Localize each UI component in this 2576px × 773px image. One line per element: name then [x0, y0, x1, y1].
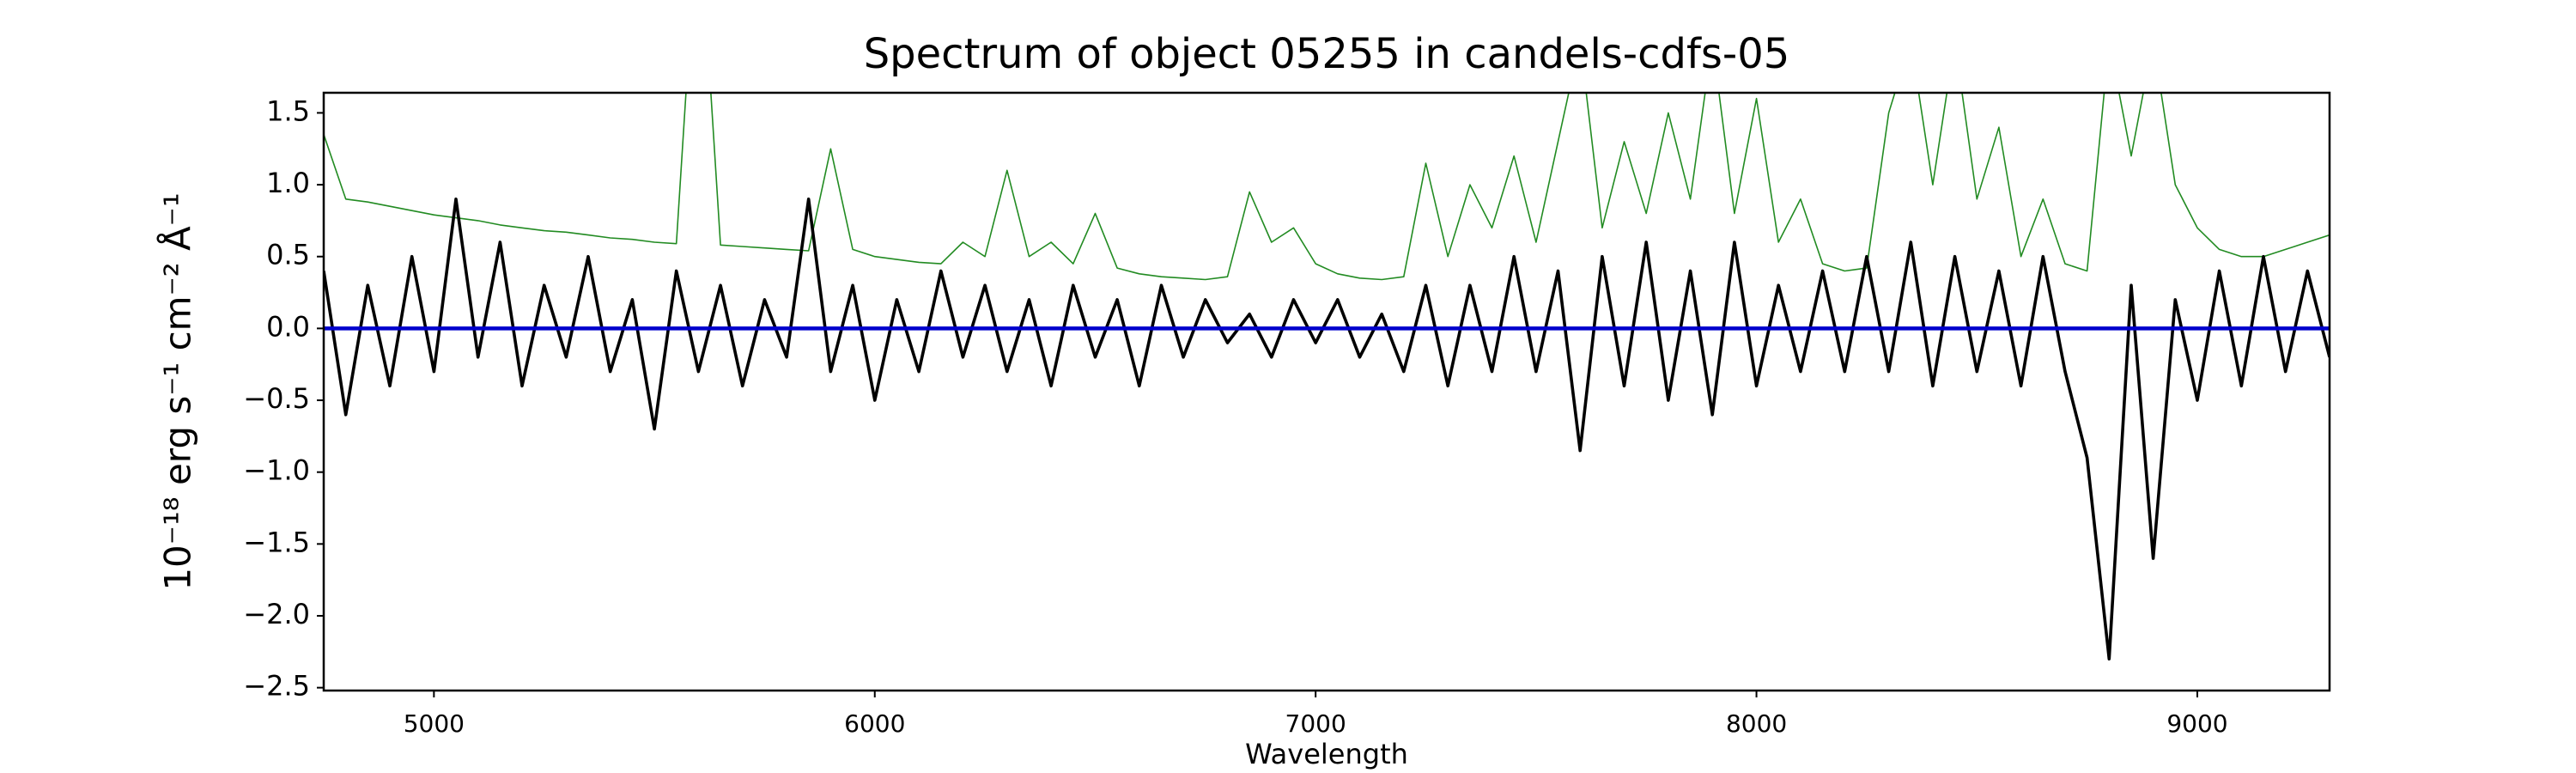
y-tick-label: −0.5 [243, 382, 310, 415]
spectrum-line [324, 198, 2330, 660]
y-tick-label: −2.5 [243, 670, 310, 703]
y-tick-label: 0.0 [266, 310, 310, 343]
y-tick-label: −1.0 [243, 454, 310, 487]
y-tick-label: 1.5 [266, 94, 310, 127]
x-tick-label: 7000 [1285, 709, 1346, 738]
y-tick-label: −2.0 [243, 598, 310, 630]
x-axis-label: Wavelength [1245, 738, 1408, 770]
chart-title: Spectrum of object 05255 in candels-cdfs… [864, 30, 1790, 78]
plot-frame [322, 91, 2331, 692]
spectrum-line [324, 93, 2330, 281]
x-tick-label: 6000 [844, 709, 905, 738]
y-tick-label: −1.5 [243, 526, 310, 558]
x-tick-label: 5000 [404, 709, 465, 738]
x-tick-label: 9000 [2166, 709, 2227, 738]
y-tick-label: 1.0 [266, 167, 310, 199]
y-axis-label: 10⁻¹⁸ erg s⁻¹ cm⁻² Å⁻¹ [156, 192, 199, 590]
plot-area [324, 93, 2330, 660]
x-tick-label: 8000 [1726, 709, 1787, 738]
y-tick-label: 0.5 [266, 239, 310, 271]
